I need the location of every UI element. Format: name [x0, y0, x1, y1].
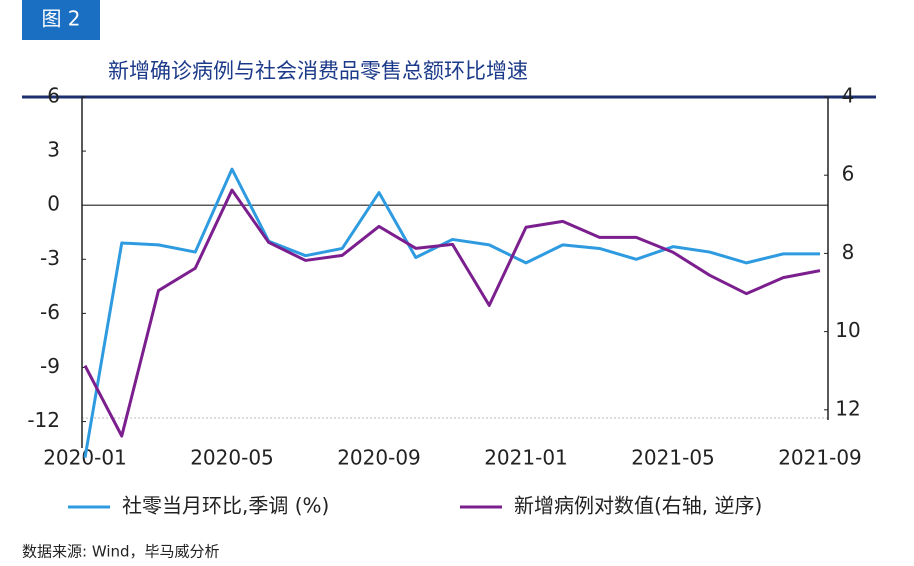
y-tick-label: 6	[47, 84, 60, 108]
y-tick-label: -12	[27, 408, 60, 432]
badge: 图 2	[41, 7, 80, 31]
legend-label: 社零当月环比,季调 (%)	[122, 494, 329, 518]
y-tick-label: -6	[40, 300, 60, 324]
y2-tick-label: 10	[835, 318, 860, 342]
y2-tick-label: 12	[835, 396, 860, 420]
series-line	[83, 188, 821, 438]
series-line	[83, 167, 820, 458]
y-tick-label: 0	[47, 192, 60, 216]
x-tick-label: 2020-05	[190, 446, 274, 470]
chart-title: 新增确诊病例与社会消费品零售总额环比增速	[108, 59, 528, 83]
y2-tick-label: 8	[842, 240, 855, 264]
y-tick-label: -3	[40, 246, 60, 270]
y2-tick-label: 6	[842, 162, 855, 186]
x-tick-label: 2021-05	[631, 446, 715, 470]
badge-bg	[22, 0, 100, 40]
y2-tick-label: 4	[842, 84, 855, 108]
x-tick-label: 2020-09	[337, 446, 421, 470]
x-tick-label: 2021-09	[778, 446, 862, 470]
source: 数据来源: Wind，毕马威分析	[22, 543, 220, 561]
y-tick-label: -9	[40, 354, 60, 378]
x-tick-label: 2021-01	[484, 446, 568, 470]
legend-label: 新增病例对数值(右轴, 逆序)	[514, 494, 762, 518]
y-tick-label: 3	[47, 138, 60, 162]
